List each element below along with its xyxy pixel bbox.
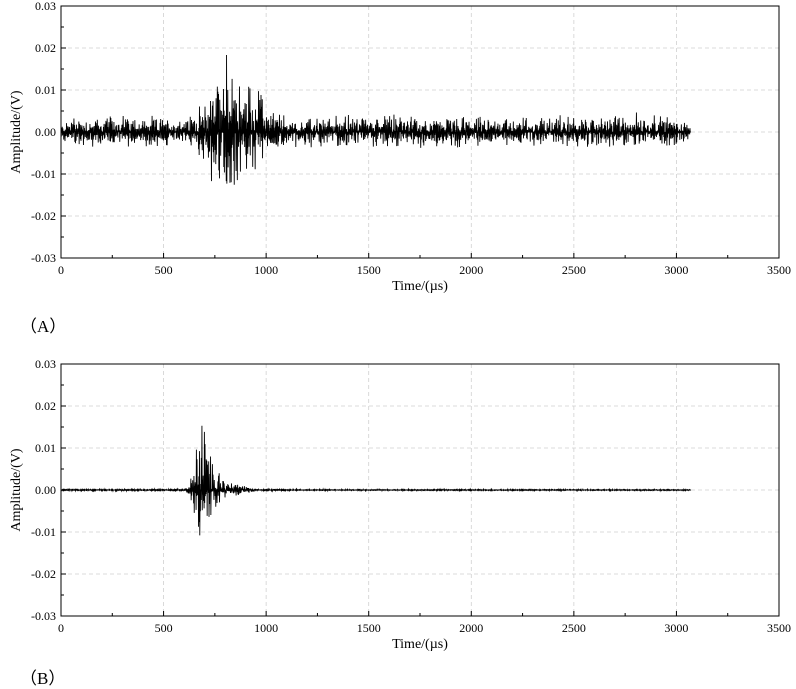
- y-tick-label: -0.01: [31, 525, 56, 539]
- x-tick-label: 2500: [562, 263, 586, 277]
- x-tick-label: 1500: [357, 621, 381, 635]
- x-axis-label: Time/(µs): [392, 279, 448, 294]
- chart-b: 0 500 1000 1500 2000 2500 3000 3500 -0.03 -0.02 -0…: [9, 358, 791, 652]
- y-tick-label: 0.02: [35, 41, 56, 55]
- y-tick-label: 0.01: [35, 441, 56, 455]
- x-tick-label: 1000: [254, 263, 278, 277]
- panel-label-b: （B）: [20, 669, 66, 688]
- x-tick-label: 0: [58, 621, 64, 635]
- x-tick-label: 1500: [357, 263, 381, 277]
- x-tick-label: 500: [155, 263, 173, 277]
- y-tick-label: 0.00: [35, 483, 56, 497]
- y-tick-label: -0.02: [31, 209, 56, 223]
- x-tick-label: 2500: [562, 621, 586, 635]
- y-tick-label: -0.02: [31, 567, 56, 581]
- x-tick-label: 3500: [767, 263, 791, 277]
- y-tick-label: -0.01: [31, 167, 56, 181]
- chart-a: 0 500 1000 1500 2000 2500 3000 3500 -0.03 -0.02 -0…: [9, 0, 791, 294]
- signal-trace: [60, 55, 692, 185]
- signal-trace: [60, 425, 691, 536]
- y-tick-label: 0.02: [35, 399, 56, 413]
- y-axis-label: Amplitude/(V): [9, 90, 24, 174]
- y-tick-label: -0.03: [31, 609, 56, 623]
- y-tick-label: 0.03: [35, 358, 56, 371]
- x-tick-label: 3500: [767, 621, 791, 635]
- y-tick-label: 0.03: [35, 0, 56, 13]
- x-tick-label: 0: [58, 263, 64, 277]
- x-tick-label: 2000: [459, 263, 483, 277]
- y-tick-label: -0.03: [31, 251, 56, 265]
- x-tick-label: 500: [155, 621, 173, 635]
- y-axis-label: Amplitude/(V): [9, 448, 24, 532]
- panel-label-a: （A）: [20, 317, 67, 336]
- x-axis-label: Time/(µs): [392, 637, 448, 652]
- x-tick-label: 1000: [254, 621, 278, 635]
- x-tick-label: 2000: [459, 621, 483, 635]
- x-tick-label: 3000: [664, 621, 688, 635]
- x-tick-label: 3000: [664, 263, 688, 277]
- y-tick-label: 0.00: [35, 125, 56, 139]
- y-tick-label: 0.01: [35, 83, 56, 97]
